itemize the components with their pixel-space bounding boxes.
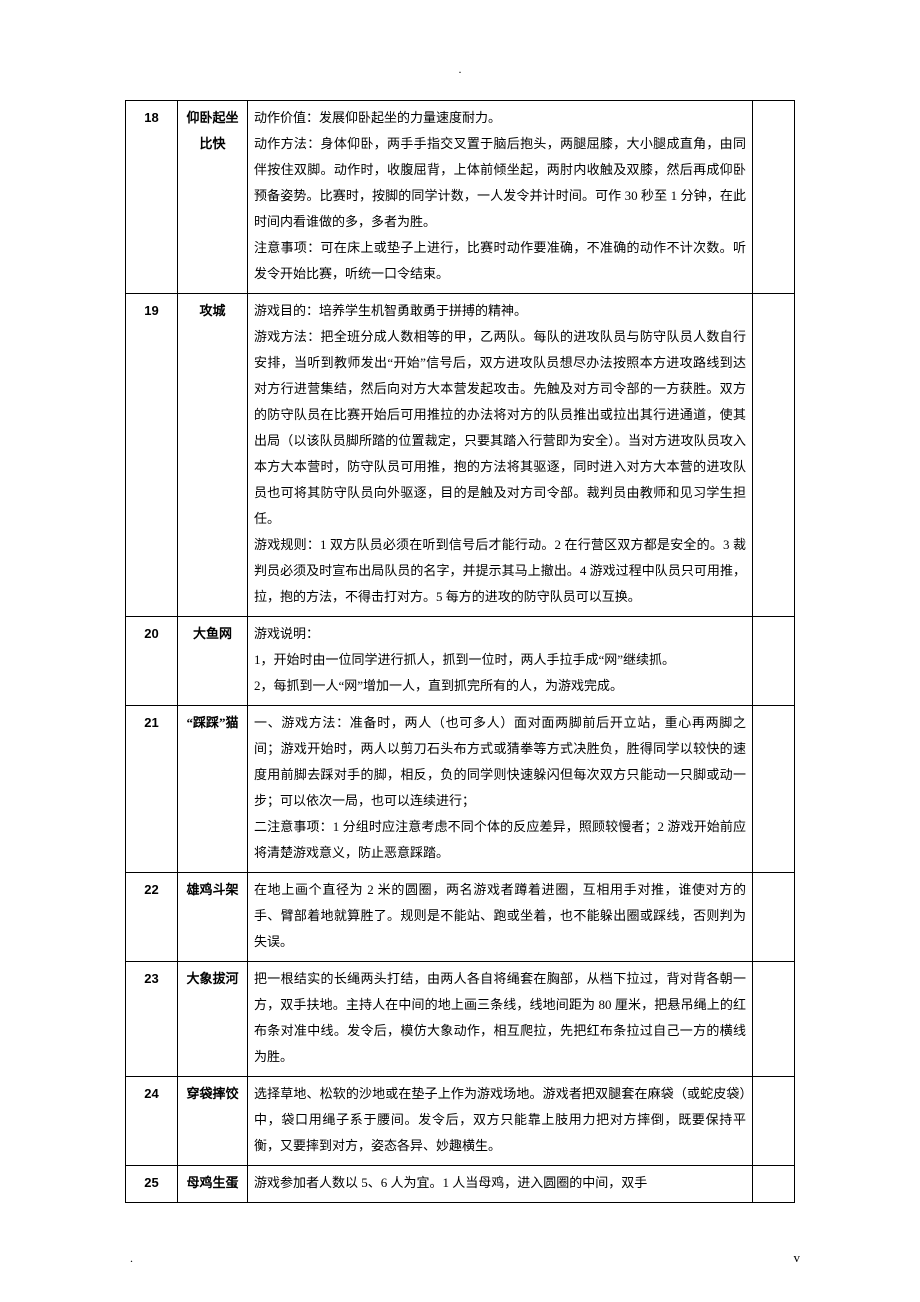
row-name: 大象拔河	[178, 962, 248, 1077]
table-row: 18仰卧起坐比快动作价值：发展仰卧起坐的力量速度耐力。动作方法：身体仰卧，两手手…	[126, 101, 795, 294]
row-blank	[753, 962, 795, 1077]
footer-mark: .	[130, 1251, 133, 1266]
desc-paragraph: 游戏方法：把全班分成人数相等的甲，乙两队。每队的进攻队员与防守队员人数自行安排，…	[254, 324, 746, 532]
desc-paragraph: 游戏规则：1 双方队员必须在听到信号后才能行动。2 在行营区双方都是安全的。3 …	[254, 532, 746, 610]
row-name: 仰卧起坐比快	[178, 101, 248, 294]
row-name: 穿袋摔饺	[178, 1077, 248, 1166]
desc-paragraph: 把一根结实的长绳两头打结，由两人各自将绳套在胸部，从档下拉过，背对背各朝一方，双…	[254, 966, 746, 1070]
row-number: 25	[126, 1166, 178, 1203]
row-description: 选择草地、松软的沙地或在垫子上作为游戏场地。游戏者把双腿套在麻袋（或蛇皮袋）中，…	[248, 1077, 753, 1166]
desc-paragraph: 动作方法：身体仰卧，两手手指交叉置于脑后抱头，两腿屈膝，大小腿成直角，由同伴按住…	[254, 131, 746, 235]
row-description: 游戏说明：1，开始时由一位同学进行抓人，抓到一位时，两人手拉手成“网”继续抓。2…	[248, 617, 753, 706]
row-description: 一、游戏方法：准备时，两人（也可多人）面对面两脚前后开立站，重心再两脚之间；游戏…	[248, 706, 753, 873]
table-body: 18仰卧起坐比快动作价值：发展仰卧起坐的力量速度耐力。动作方法：身体仰卧，两手手…	[126, 101, 795, 1203]
table-row: 21“踩踩”猫一、游戏方法：准备时，两人（也可多人）面对面两脚前后开立站，重心再…	[126, 706, 795, 873]
row-description: 把一根结实的长绳两头打结，由两人各自将绳套在胸部，从档下拉过，背对背各朝一方，双…	[248, 962, 753, 1077]
row-number: 20	[126, 617, 178, 706]
desc-paragraph: 1，开始时由一位同学进行抓人，抓到一位时，两人手拉手成“网”继续抓。	[254, 647, 746, 673]
row-description: 动作价值：发展仰卧起坐的力量速度耐力。动作方法：身体仰卧，两手手指交叉置于脑后抱…	[248, 101, 753, 294]
row-number: 18	[126, 101, 178, 294]
desc-paragraph: 2，每抓到一人“网”增加一人，直到抓完所有的人，为游戏完成。	[254, 673, 746, 699]
row-blank	[753, 706, 795, 873]
desc-paragraph: 选择草地、松软的沙地或在垫子上作为游戏场地。游戏者把双腿套在麻袋（或蛇皮袋）中，…	[254, 1081, 746, 1159]
row-blank	[753, 101, 795, 294]
row-blank	[753, 1077, 795, 1166]
row-blank	[753, 617, 795, 706]
desc-paragraph: 游戏说明：	[254, 621, 746, 647]
desc-paragraph: 一、游戏方法：准备时，两人（也可多人）面对面两脚前后开立站，重心再两脚之间；游戏…	[254, 710, 746, 814]
table-row: 20大鱼网游戏说明：1，开始时由一位同学进行抓人，抓到一位时，两人手拉手成“网”…	[126, 617, 795, 706]
table-row: 24穿袋摔饺选择草地、松软的沙地或在垫子上作为游戏场地。游戏者把双腿套在麻袋（或…	[126, 1077, 795, 1166]
row-number: 23	[126, 962, 178, 1077]
row-description: 游戏参加者人数以 5、6 人为宜。1 人当母鸡，进入圆圈的中间，双手	[248, 1166, 753, 1203]
row-number: 24	[126, 1077, 178, 1166]
header-mark: .	[459, 62, 462, 77]
table-row: 22雄鸡斗架在地上画个直径为 2 米的圆圈，两名游戏者蹲着进圈，互相用手对推，谁…	[126, 873, 795, 962]
desc-paragraph: 注意事项：可在床上或垫子上进行，比赛时动作要准确，不准确的动作不计次数。听发令开…	[254, 235, 746, 287]
row-blank	[753, 873, 795, 962]
row-name: 母鸡生蛋	[178, 1166, 248, 1203]
row-number: 22	[126, 873, 178, 962]
desc-paragraph: 在地上画个直径为 2 米的圆圈，两名游戏者蹲着进圈，互相用手对推，谁使对方的手、…	[254, 877, 746, 955]
desc-paragraph: 游戏参加者人数以 5、6 人为宜。1 人当母鸡，进入圆圈的中间，双手	[254, 1170, 746, 1196]
row-blank	[753, 294, 795, 617]
page-number: v	[794, 1250, 801, 1266]
row-description: 在地上画个直径为 2 米的圆圈，两名游戏者蹲着进圈，互相用手对推，谁使对方的手、…	[248, 873, 753, 962]
row-description: 游戏目的：培养学生机智勇敢勇于拼搏的精神。游戏方法：把全班分成人数相等的甲，乙两…	[248, 294, 753, 617]
row-number: 19	[126, 294, 178, 617]
games-table: 18仰卧起坐比快动作价值：发展仰卧起坐的力量速度耐力。动作方法：身体仰卧，两手手…	[125, 100, 795, 1203]
row-name: 大鱼网	[178, 617, 248, 706]
row-number: 21	[126, 706, 178, 873]
table-row: 25母鸡生蛋游戏参加者人数以 5、6 人为宜。1 人当母鸡，进入圆圈的中间，双手	[126, 1166, 795, 1203]
desc-paragraph: 二注意事项：1 分组时应注意考虑不同个体的反应差异，照顾较慢者；2 游戏开始前应…	[254, 814, 746, 866]
desc-paragraph: 动作价值：发展仰卧起坐的力量速度耐力。	[254, 105, 746, 131]
table-row: 23大象拔河把一根结实的长绳两头打结，由两人各自将绳套在胸部，从档下拉过，背对背…	[126, 962, 795, 1077]
row-name: 攻城	[178, 294, 248, 617]
row-blank	[753, 1166, 795, 1203]
row-name: 雄鸡斗架	[178, 873, 248, 962]
desc-paragraph: 游戏目的：培养学生机智勇敢勇于拼搏的精神。	[254, 298, 746, 324]
row-name: “踩踩”猫	[178, 706, 248, 873]
page: . 18仰卧起坐比快动作价值：发展仰卧起坐的力量速度耐力。动作方法：身体仰卧，两…	[0, 0, 920, 1302]
table-row: 19攻城游戏目的：培养学生机智勇敢勇于拼搏的精神。游戏方法：把全班分成人数相等的…	[126, 294, 795, 617]
